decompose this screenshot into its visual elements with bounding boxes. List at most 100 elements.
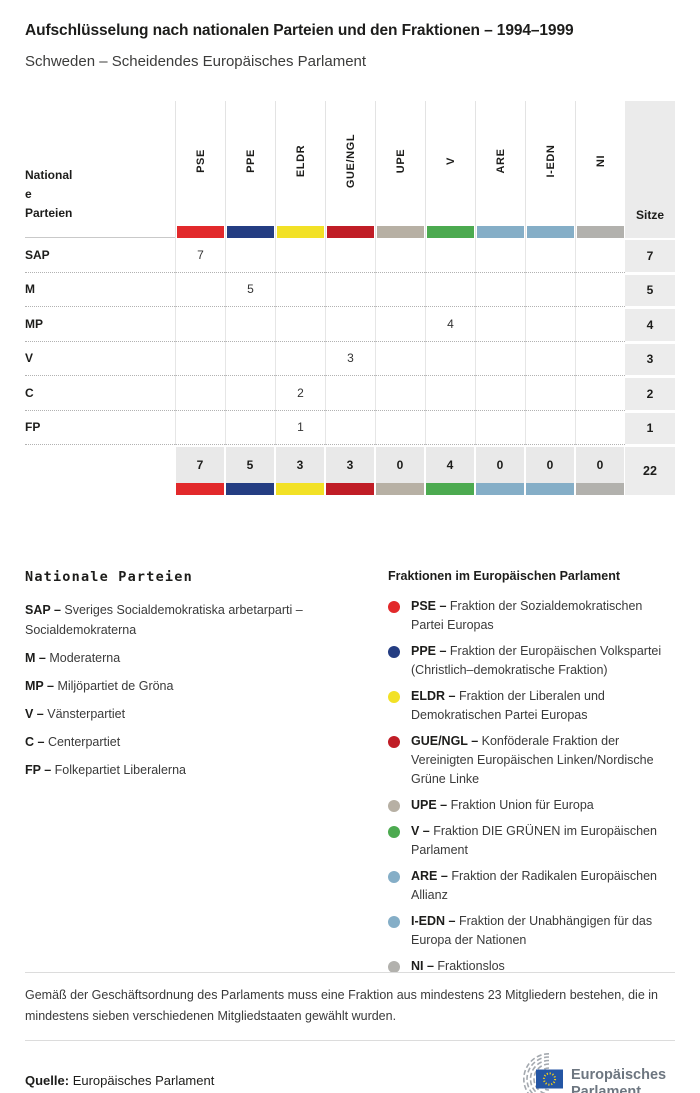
- legend-faction-item: ARE – Fraktion der Radikalen Europäische…: [388, 867, 675, 905]
- parliament-hemicycle-icon: Europäisches Parlament: [523, 1053, 666, 1093]
- footnote: Gemäß der Geschäftsordnung des Parlament…: [25, 972, 675, 1041]
- column-header-pse: PSE: [175, 101, 225, 238]
- seat-cell: [225, 341, 275, 376]
- legend-faction-item: PPE – Fraktion der Europäischen Volkspar…: [388, 642, 675, 680]
- legend-party-item: M – Moderaterna: [25, 648, 358, 668]
- seat-cell: [175, 307, 225, 342]
- legend-faction-item: PSE – Fraktion der Sozialdemokratischen …: [388, 597, 675, 635]
- party-label: V: [25, 342, 175, 376]
- seat-cell: [225, 376, 275, 411]
- faction-color-bar: [327, 226, 374, 238]
- legend-faction-item: ELDR – Fraktion der Liberalen und Demokr…: [388, 687, 675, 725]
- faction-abbr: UPE –: [411, 798, 448, 812]
- seat-cell: [325, 238, 375, 273]
- faction-color-bar: [227, 226, 274, 238]
- table-row-c: C 2 2: [25, 376, 675, 411]
- row-seats-total: 5: [625, 272, 675, 307]
- faction-color-dot: [388, 691, 400, 703]
- legend-party-item: FP – Folkepartiet Liberalerna: [25, 760, 358, 780]
- seat-cell: [275, 341, 325, 376]
- faction-color-bar: [526, 483, 574, 495]
- faction-description: ARE – Fraktion der Radikalen Europäische…: [411, 867, 675, 905]
- faction-abbr: V –: [411, 824, 430, 838]
- seat-cell: [175, 376, 225, 411]
- faction-color-dot: [388, 871, 400, 883]
- faction-column-label: ELDR: [294, 145, 307, 178]
- seat-cell: [575, 341, 625, 376]
- faction-description: GUE/NGL – Konföderale Fraktion der Verei…: [411, 732, 675, 789]
- faction-abbr: I-EDN –: [411, 914, 456, 928]
- faction-column-label: PSE: [194, 149, 207, 174]
- seat-cell: [375, 376, 425, 411]
- faction-description: NI – Fraktionslos: [411, 957, 505, 976]
- seat-cell: [425, 376, 475, 411]
- logo-text-line2: Parlament: [571, 1084, 641, 1093]
- seat-cell: [425, 238, 475, 273]
- column-header-eldr: ELDR: [275, 101, 325, 238]
- faction-color-bar: [477, 226, 524, 238]
- faction-name: Fraktion der Liberalen und Demokratische…: [411, 689, 605, 722]
- seat-cell: [175, 272, 225, 307]
- row-seats-total: 7: [625, 238, 675, 273]
- seat-cell: [225, 410, 275, 445]
- source-text: Quelle: Europäisches Parlament: [25, 1073, 214, 1088]
- party-name: Folkepartiet Liberalerna: [54, 763, 186, 777]
- faction-color-bar: [326, 483, 374, 495]
- seat-cell: [575, 238, 625, 273]
- legend-faction-item: UPE – Fraktion Union für Europa: [388, 796, 675, 815]
- faction-column-label: I-EDN: [544, 144, 557, 178]
- totals-value: 4: [426, 447, 474, 483]
- table-row-m: M 5 5: [25, 272, 675, 307]
- party-abbr: SAP –: [25, 603, 61, 617]
- footer: Gemäß der Geschäftsordnung des Parlament…: [25, 972, 675, 1093]
- faction-column-label: UPE: [394, 149, 407, 174]
- legend-factions-title: Fraktionen im Europäischen Parlament: [388, 569, 621, 583]
- seats-column-header: Sitze: [625, 101, 675, 238]
- faction-abbr: NI –: [411, 959, 434, 973]
- faction-column-label: NI: [594, 155, 607, 168]
- totals-column-iedn: 0: [525, 445, 575, 495]
- table-row-sap: SAP 7 7: [25, 238, 675, 273]
- faction-name: Fraktion der Sozialdemokratischen Partei…: [411, 599, 643, 632]
- row-group-header: National e Parteien: [25, 101, 175, 238]
- table-totals-row: 7 5 3 3 0 4 0: [25, 445, 675, 495]
- totals-column-v: 4: [425, 445, 475, 495]
- faction-description: I-EDN – Fraktion der Unabhängigen für da…: [411, 912, 675, 950]
- legend-faction-item: GUE/NGL – Konföderale Fraktion der Verei…: [388, 732, 675, 789]
- column-header-ni: NI: [575, 101, 625, 238]
- column-header-iedn: I-EDN: [525, 101, 575, 238]
- table-header-row: National e Parteien PSE PPE ELDR GUE/NGL: [25, 101, 675, 238]
- faction-color-dot: [388, 736, 400, 748]
- totals-column-upe: 0: [375, 445, 425, 495]
- row-seats-total: 2: [625, 376, 675, 411]
- party-label: FP: [25, 411, 175, 445]
- column-header-ppe: PPE: [225, 101, 275, 238]
- totals-value: 0: [376, 447, 424, 483]
- row-seats-total: 4: [625, 307, 675, 342]
- row-group-header-line: National: [25, 168, 73, 182]
- seat-cell: [425, 272, 475, 307]
- faction-name: Fraktion der Europäischen Volkspartei (C…: [411, 644, 662, 677]
- party-abbr: C –: [25, 735, 45, 749]
- faction-description: PPE – Fraktion der Europäischen Volkspar…: [411, 642, 675, 680]
- faction-description: PSE – Fraktion der Sozialdemokratischen …: [411, 597, 675, 635]
- totals-value: 7: [176, 447, 224, 483]
- faction-name: Fraktion DIE GRÜNEN im Europäischen Parl…: [411, 824, 657, 857]
- faction-color-dot: [388, 961, 400, 973]
- seat-cell: [525, 272, 575, 307]
- totals-value: 3: [326, 447, 374, 483]
- faction-description: ELDR – Fraktion der Liberalen und Demokr…: [411, 687, 675, 725]
- seat-cell: [375, 410, 425, 445]
- seat-cell: [475, 307, 525, 342]
- faction-color-bar: [476, 483, 524, 495]
- seat-cell: [325, 376, 375, 411]
- totals-column-pse: 7: [175, 445, 225, 495]
- seat-cell: [525, 238, 575, 273]
- faction-name: Fraktionslos: [437, 959, 505, 973]
- faction-color-dot: [388, 800, 400, 812]
- faction-name: Fraktion Union für Europa: [450, 798, 594, 812]
- totals-column-eldr: 3: [275, 445, 325, 495]
- totals-value: 0: [576, 447, 624, 483]
- seat-cell: [275, 238, 325, 273]
- seat-cell: [575, 272, 625, 307]
